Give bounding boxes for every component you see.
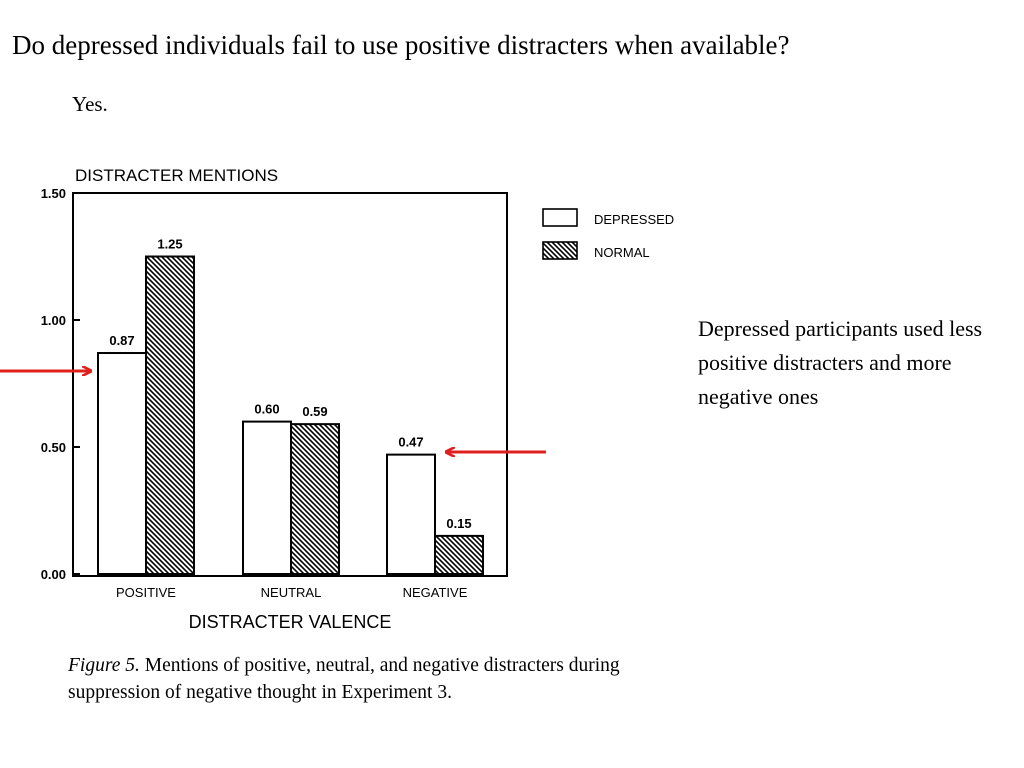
legend-swatch-depressed [542,208,578,227]
y-axis-title: DISTRACTER MENTIONS [75,166,278,185]
data-label: 0.60 [254,402,279,417]
bar-negative-normal [434,534,484,576]
y-ticks: 0.00 0.50 1.00 1.50 [41,186,80,582]
data-label: 0.15 [446,516,471,531]
x-axis-title: DISTRACTER VALENCE [189,612,392,632]
legend-label-depressed: DEPRESSED [594,212,674,227]
data-label: 0.59 [302,404,327,419]
data-label: 1.25 [157,237,182,252]
y-tick-label: 0.00 [41,567,66,582]
bar-positive-depressed [97,352,147,575]
plot-frame-rect [72,192,508,577]
figure-caption-label: Figure 5. [68,655,140,676]
x-tick-label: NEUTRAL [261,585,322,600]
y-tick-label: 1.50 [41,186,66,201]
bar-negative-depressed [386,453,436,575]
y-tick-label: 0.50 [41,440,66,455]
plot-frame [72,192,508,577]
legend: DEPRESSED NORMAL [542,208,674,260]
bar-positive-normal [145,255,195,575]
bar-neutral-depressed [242,420,292,575]
figure-caption: Figure 5. Mentions of positive, neutral,… [68,652,688,706]
data-label: 0.87 [109,333,134,348]
x-tick-label: POSITIVE [116,585,176,600]
x-tick-label: NEGATIVE [403,585,468,600]
y-tick-label: 1.00 [41,313,66,328]
bars: 0.87 1.25 0.60 0.59 0.47 0.15 [97,237,484,576]
slide-title: Do depressed individuals fail to use pos… [12,30,790,60]
answer-text: Yes. [72,92,108,116]
figure-caption-text: Mentions of positive, neutral, and negat… [68,655,620,703]
legend-swatch-normal [542,241,578,260]
annotation-arrows [0,371,546,452]
x-category-labels: POSITIVE NEUTRAL NEGATIVE [116,585,468,600]
note-text: Depressed participants used less positiv… [698,316,983,409]
bar-neutral-normal [290,423,340,576]
data-label: 0.47 [398,435,423,450]
legend-label-normal: NORMAL [594,245,650,260]
y-axis-title-text: DISTRACTER MENTIONS [75,166,278,185]
